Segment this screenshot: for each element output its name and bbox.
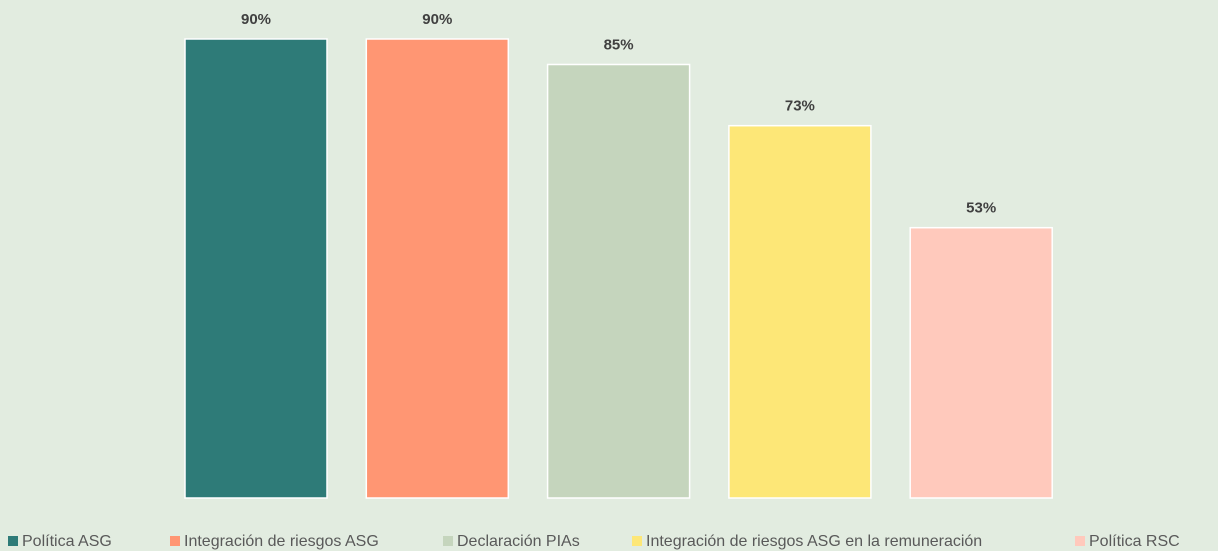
legend-label: Política RSC bbox=[1089, 533, 1180, 550]
value-label: 85% bbox=[604, 36, 634, 53]
value-label: 53% bbox=[966, 200, 996, 217]
legend-label: Integración de riesgos ASG en la remuner… bbox=[646, 533, 982, 550]
legend-swatch bbox=[443, 536, 453, 546]
legend-swatch bbox=[170, 536, 180, 546]
legend-swatch bbox=[632, 536, 642, 546]
value-label: 73% bbox=[785, 98, 815, 115]
legend-label: Integración de riesgos ASG bbox=[184, 533, 379, 550]
value-label: 90% bbox=[422, 11, 452, 28]
legend-swatch bbox=[1075, 536, 1085, 546]
legend-label: Declaración PIAs bbox=[457, 533, 580, 550]
legend-label: Política ASG bbox=[22, 533, 112, 550]
bar bbox=[184, 38, 328, 499]
value-label: 90% bbox=[241, 11, 271, 28]
bar bbox=[546, 63, 691, 499]
bar bbox=[909, 226, 1053, 499]
legend-swatch bbox=[8, 536, 18, 546]
bar bbox=[728, 124, 872, 499]
bar bbox=[365, 38, 510, 499]
